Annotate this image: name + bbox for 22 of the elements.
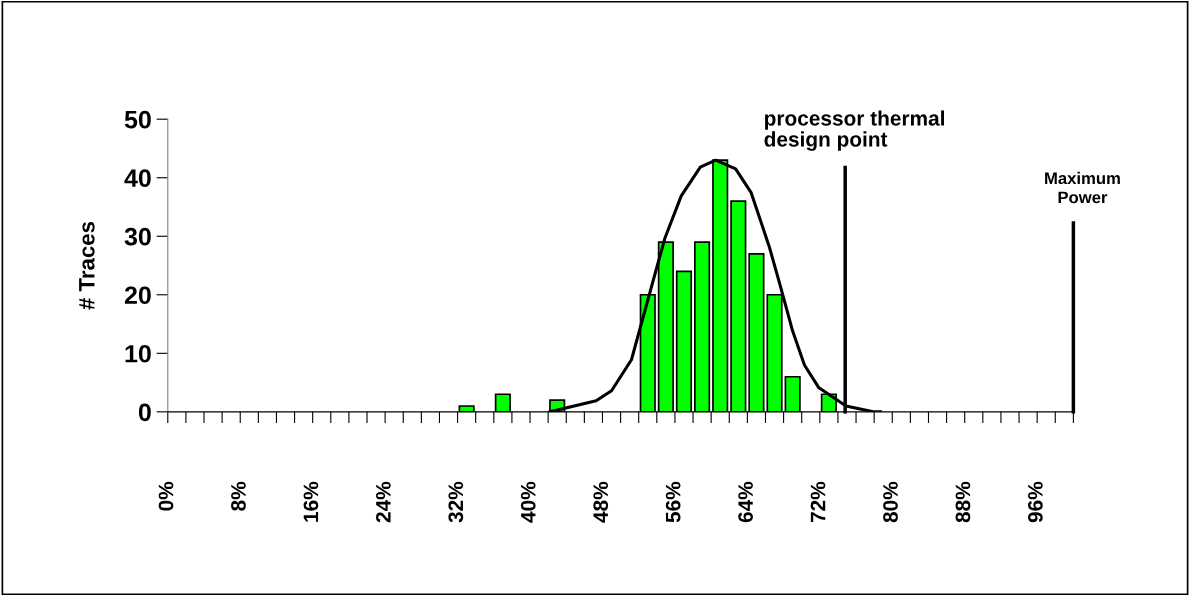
y-tick-label: 50 xyxy=(124,110,151,129)
x-tick-label: 40% xyxy=(520,481,536,523)
y-tick-label: 20 xyxy=(124,286,151,305)
x-tick-label: 72% xyxy=(810,481,826,523)
y-tick-label: 0 xyxy=(138,403,151,422)
x-tick-label: 56% xyxy=(665,481,681,523)
x-tick-label: 48% xyxy=(593,481,609,523)
ref-line-label: Maximum Power xyxy=(1045,171,1120,204)
x-tick-label: 0% xyxy=(158,481,174,511)
x-tick-label: 8% xyxy=(231,481,246,511)
x-tick-label: 80% xyxy=(883,481,898,523)
y-tick-label: 40 xyxy=(124,169,151,188)
y-axis-title: # Traces xyxy=(79,221,95,310)
x-tick-label: 16% xyxy=(303,481,319,522)
ref-line-label: processor thermal design point xyxy=(764,110,944,151)
x-tick-label: 96% xyxy=(1028,481,1043,523)
x-tick-label: 24% xyxy=(375,481,391,523)
x-tick-label: 64% xyxy=(738,481,753,523)
x-tick-label: 88% xyxy=(955,481,971,523)
x-tick-label: 32% xyxy=(448,481,464,523)
y-tick-label: 10 xyxy=(125,344,151,363)
y-tick-label: 30 xyxy=(124,227,151,246)
